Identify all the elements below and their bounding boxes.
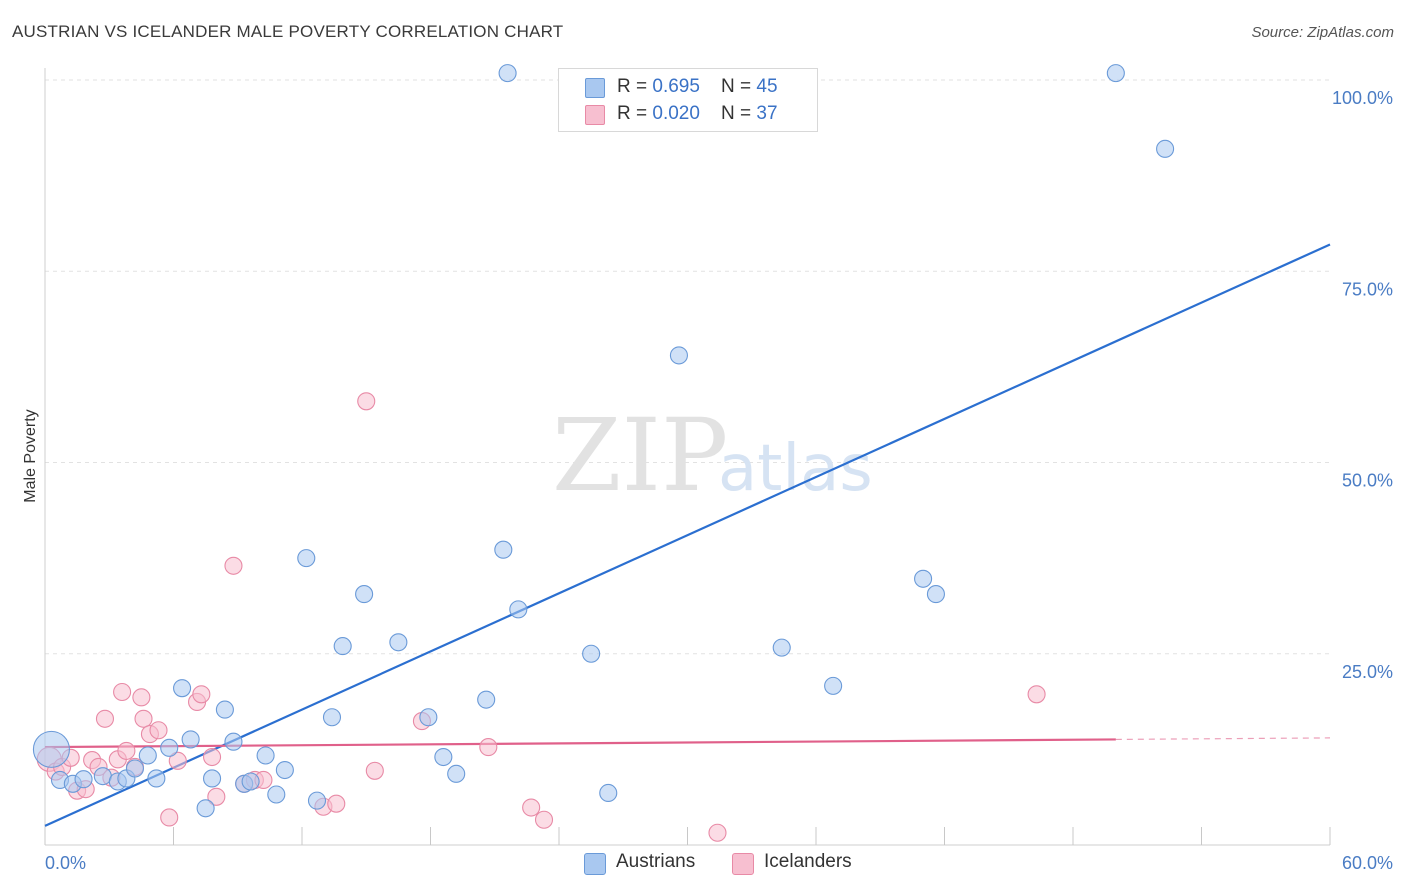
point-austrians: [772, 638, 791, 657]
point-icelanders: [708, 823, 727, 842]
legend-n-value: 45: [756, 76, 778, 97]
point-austrians: [498, 64, 517, 83]
point-austrians: [389, 633, 408, 652]
x-tick-label: 60.0%: [1342, 853, 1393, 873]
point-austrians: [297, 549, 316, 568]
point-icelanders: [534, 810, 554, 829]
legend-n-label: N =: [721, 103, 757, 124]
point-icelanders: [168, 751, 187, 770]
point-austrians: [215, 700, 234, 719]
point-austrians: [203, 769, 222, 788]
point-austrians: [447, 764, 466, 783]
tick-labels: 25.0% 50.0% 75.0% 100.0% 0.0% 60.0%: [45, 88, 1393, 873]
point-austrians: [434, 747, 453, 767]
legend-r-label: R =: [617, 76, 653, 97]
point-icelanders: [160, 808, 179, 827]
watermark: ZIP atlas: [552, 397, 873, 514]
bottom-legend-label-icelanders: Icelanders: [764, 851, 852, 872]
point-austrians: [333, 637, 352, 656]
point-austrians: [1156, 139, 1175, 158]
point-icelanders: [1027, 685, 1046, 704]
legend-swatch-austrians: [585, 78, 605, 98]
trend-line-austrians: [44, 243, 1331, 827]
y-tick-label: 75.0%: [1342, 279, 1393, 299]
point-austrians: [93, 767, 112, 786]
point-austrians: [824, 676, 843, 695]
watermark-zip: ZIP: [552, 397, 728, 514]
legend-n-label: N =: [721, 76, 757, 97]
trend-lines: [44, 243, 1331, 827]
point-icelanders: [224, 556, 243, 575]
source-label: Source: ZipAtlas.com: [1251, 24, 1394, 41]
axes: [44, 68, 1331, 846]
point-icelanders: [479, 738, 498, 757]
point-austrians: [494, 540, 513, 559]
point-austrians: [582, 644, 601, 663]
point-austrians: [509, 600, 528, 619]
point-austrians: [125, 759, 144, 778]
point-icelanders: [113, 682, 132, 702]
point-icelanders: [207, 787, 226, 806]
point-austrians: [419, 708, 438, 727]
trend-line-icelanders-extension: [1115, 737, 1331, 741]
trend-line-icelanders: [44, 738, 1116, 749]
data-points: [32, 64, 1175, 842]
y-tick-label: 25.0%: [1342, 662, 1393, 682]
point-austrians: [1106, 64, 1125, 83]
chart-title: AUSTRIAN VS ICELANDER MALE POVERTY CORRE…: [12, 22, 564, 41]
bottom-legend-swatch-icelanders: [732, 853, 754, 875]
point-austrians: [74, 770, 93, 789]
y-tick-label: 50.0%: [1342, 471, 1393, 491]
point-icelanders: [95, 709, 115, 728]
point-austrians: [224, 732, 243, 751]
point-icelanders: [365, 761, 384, 780]
point-austrians: [599, 783, 618, 803]
point-austrians: [914, 569, 933, 588]
y-axis-label: Male Poverty: [22, 409, 39, 502]
point-austrians: [173, 679, 192, 698]
point-austrians: [241, 772, 260, 791]
bottom-legend-swatch-austrians: [584, 853, 606, 875]
point-austrians: [147, 769, 166, 788]
point-icelanders: [117, 741, 136, 760]
point-icelanders: [149, 721, 168, 740]
bottom-legend-label-austrians: Austrians: [616, 851, 696, 872]
point-icelanders: [134, 709, 153, 728]
legend-r-value: 0.020: [652, 103, 700, 124]
x-tick-label: 0.0%: [45, 853, 86, 873]
point-austrians: [138, 746, 157, 765]
correlation-legend: R = 0.695 N = 45 R = 0.020 N = 37: [558, 68, 818, 132]
point-austrians: [275, 760, 294, 780]
legend-swatch-icelanders: [585, 105, 605, 125]
point-austrians: [196, 799, 215, 818]
point-icelanders: [522, 798, 541, 817]
point-austrians: [256, 746, 275, 765]
point-austrians: [32, 730, 70, 768]
point-austrians: [355, 585, 374, 604]
point-austrians: [160, 738, 179, 757]
point-icelanders: [132, 688, 151, 707]
point-austrians: [477, 690, 496, 709]
point-icelanders: [327, 794, 346, 813]
legend-n-value: 37: [756, 103, 778, 124]
point-icelanders: [203, 747, 222, 767]
point-austrians: [307, 791, 327, 810]
point-icelanders: [192, 685, 211, 704]
point-austrians: [926, 585, 945, 604]
legend-r-value: 0.695: [652, 76, 700, 97]
point-austrians: [181, 730, 200, 749]
y-tick-label: 100.0%: [1332, 88, 1393, 108]
watermark-atlas: atlas: [718, 432, 873, 506]
point-icelanders: [357, 392, 376, 411]
point-austrians: [322, 708, 342, 727]
point-austrians: [669, 346, 688, 365]
legend-r-label: R =: [617, 103, 653, 124]
point-austrians: [267, 785, 286, 804]
